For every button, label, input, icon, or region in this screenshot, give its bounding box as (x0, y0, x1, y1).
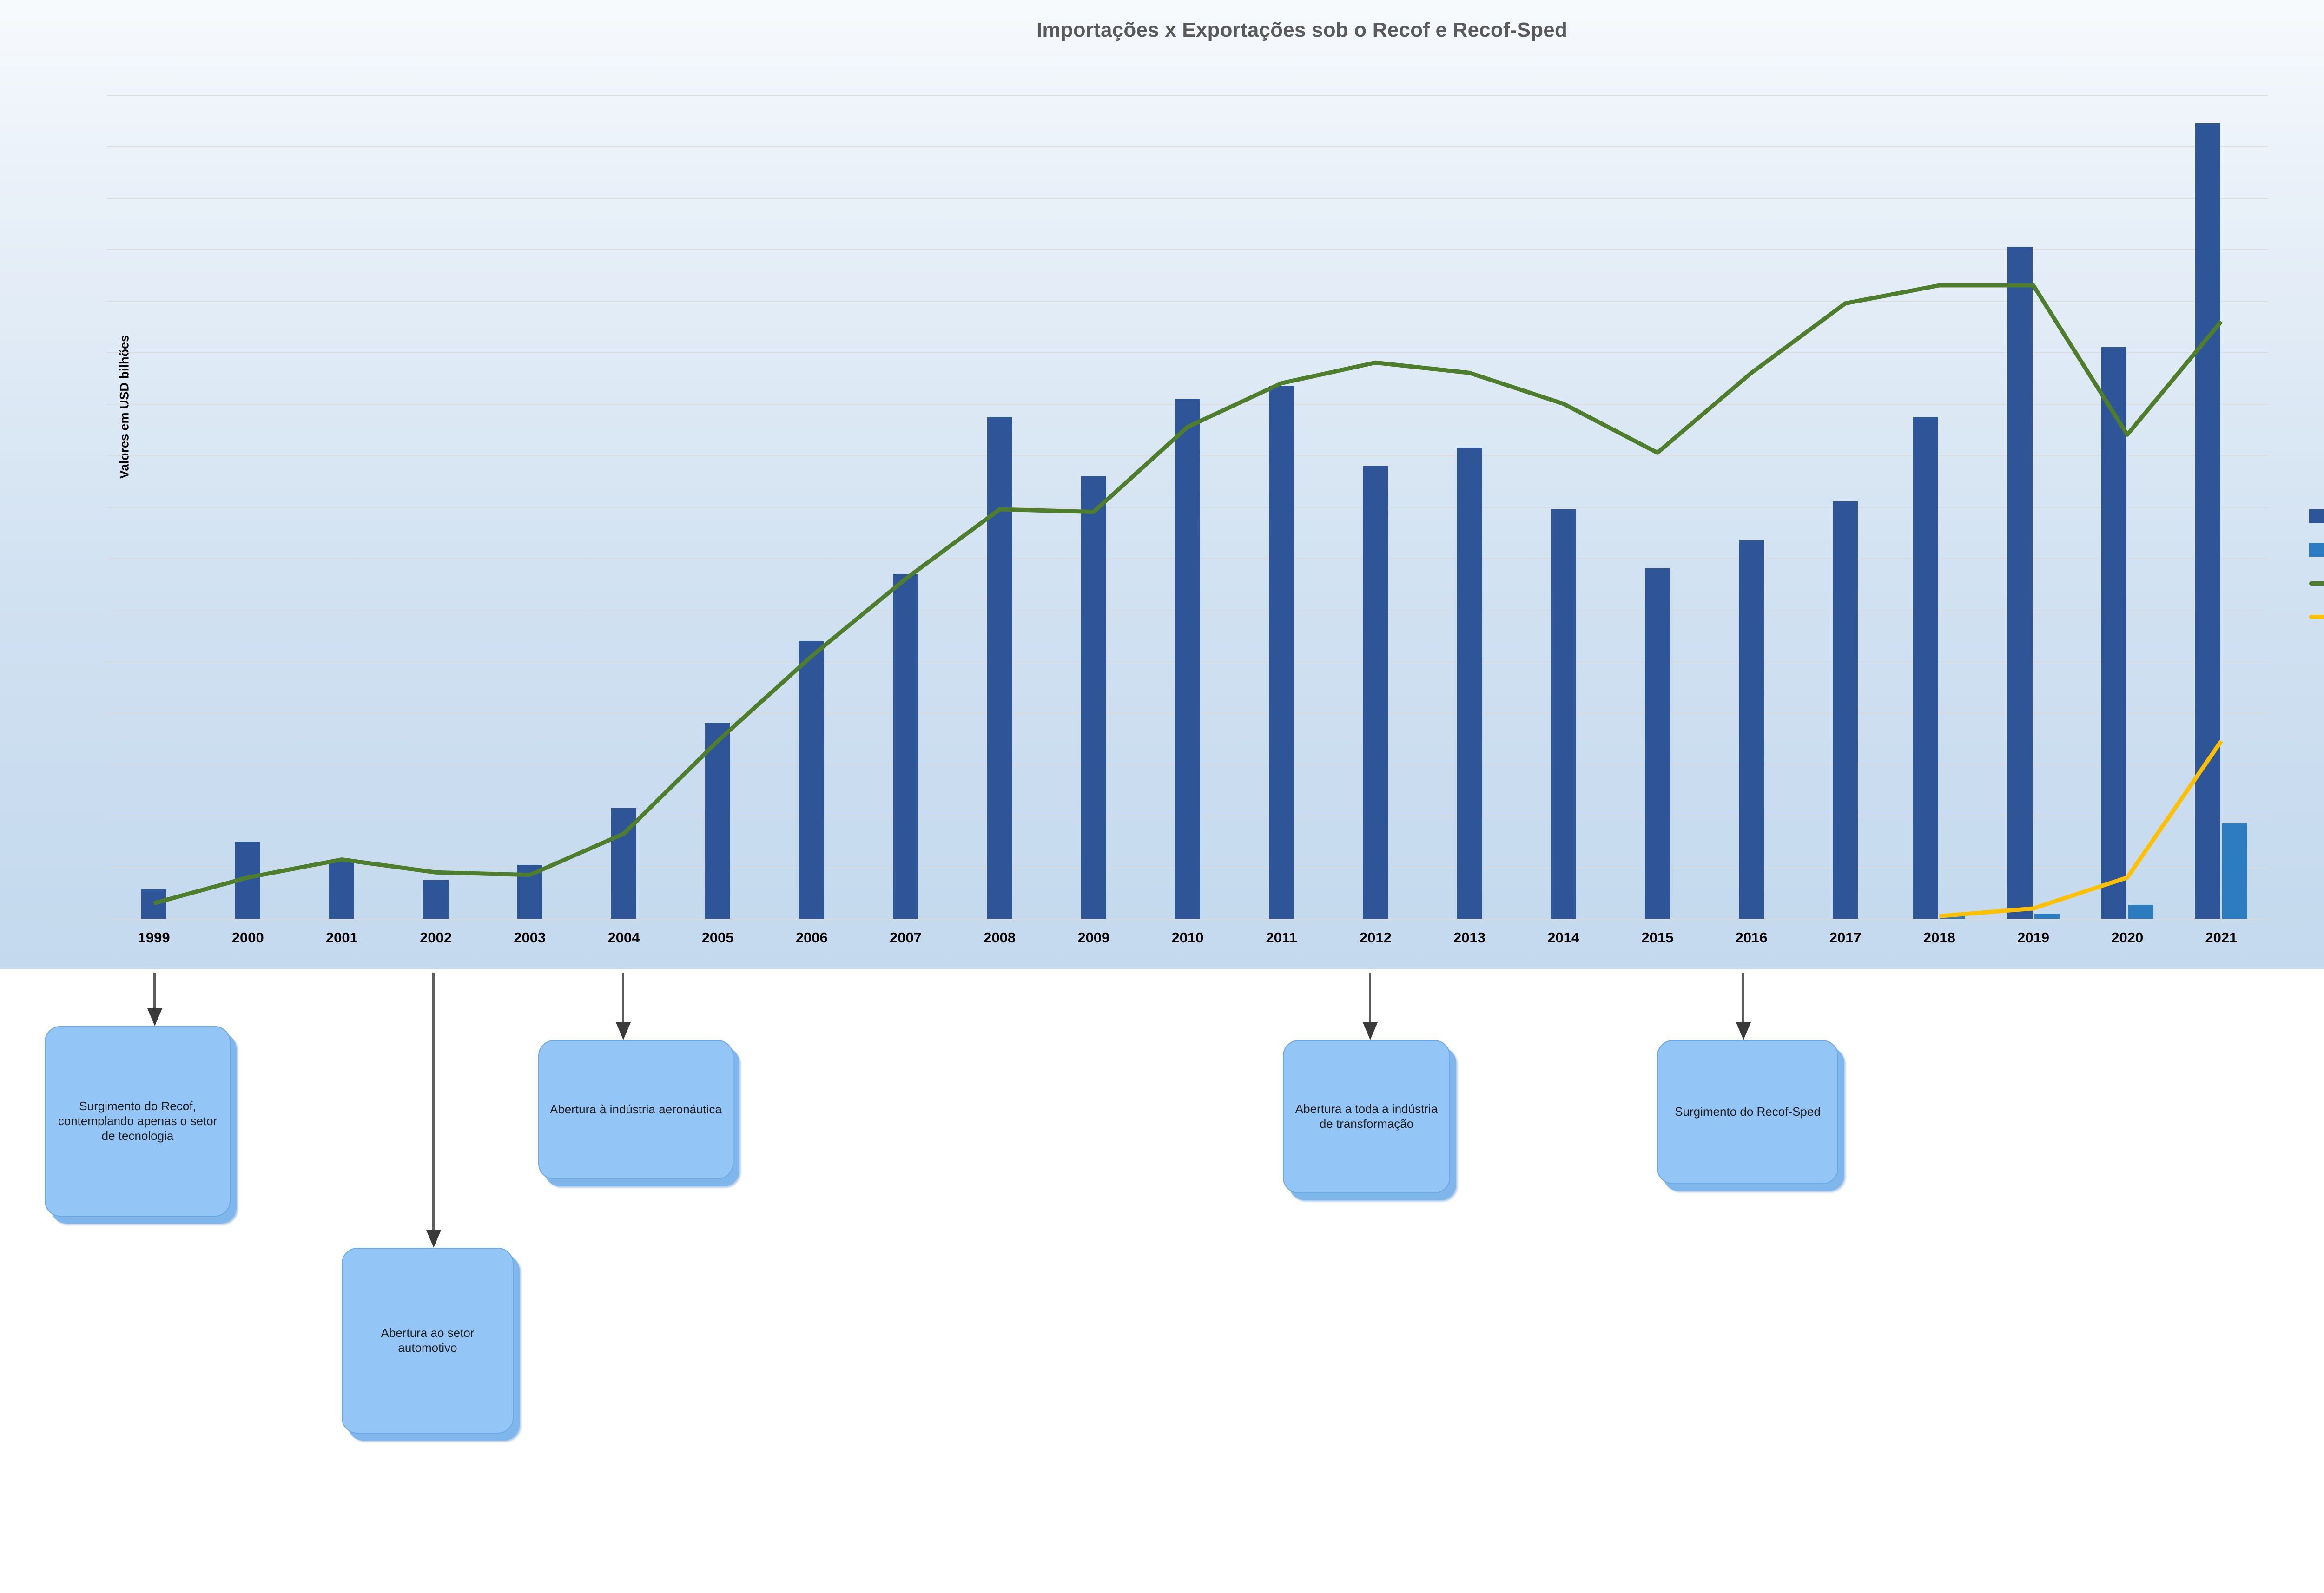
callout-2012[interactable]: Abertura a toda a indústria de transform… (1283, 1040, 1450, 1193)
bar-importacoes-recof[interactable] (1551, 509, 1576, 919)
x-axis-tick-label: 2003 (514, 929, 546, 946)
bar-importacoes-recof[interactable] (2195, 123, 2220, 919)
x-axis-tick-label: 2007 (889, 929, 922, 946)
line-series (153, 283, 2223, 918)
arrow-head (147, 1008, 162, 1026)
bar-importacoes-recof[interactable] (705, 723, 731, 919)
x-axis-tick-label: 2017 (1829, 929, 1862, 946)
bar-importacoes-recof[interactable] (1081, 476, 1106, 919)
x-axis-tick-label: 2018 (1923, 929, 1955, 946)
x-axis-tick-label: 2005 (701, 929, 734, 946)
x-axis-tick-label: 2006 (795, 929, 828, 946)
bar-importacoes-recof[interactable] (2007, 246, 2033, 919)
x-axis-tick-label: 2021 (2205, 929, 2238, 946)
bar-importacoes-recof[interactable] (2101, 347, 2126, 919)
bar-importacoes-recof[interactable] (1457, 448, 1482, 919)
bar-importacoes-recof[interactable] (1913, 416, 1939, 919)
arrow-head (1363, 1022, 1378, 1040)
arrow-head (426, 1230, 441, 1248)
x-axis-tick-label: 2014 (1547, 929, 1580, 946)
x-axis-tick-label: 2001 (325, 929, 358, 946)
bar-importacoes-recof-sped[interactable] (1940, 916, 1966, 919)
legend-item[interactable]: Exportações Recof (2309, 566, 2324, 600)
chart-title: Importações x Exportações sob o Recof e … (1036, 19, 1568, 41)
x-axis-tick-label: 2013 (1453, 929, 1486, 946)
x-axis-tick-label: 2009 (1077, 929, 1110, 946)
bar-importacoes-recof-sped[interactable] (2128, 905, 2153, 919)
line-exportacoes-recof-sped (1939, 740, 2223, 918)
arrow-stem (153, 973, 156, 1010)
line-exportacoes-recof (153, 283, 2223, 906)
legend-line-icon (2309, 581, 2324, 586)
gridline (107, 352, 2268, 354)
x-axis-tick-label: 2019 (2017, 929, 2050, 946)
x-axis-tick-label: 2015 (1641, 929, 1674, 946)
callout-2004[interactable]: Abertura à indústria aeronáutica (538, 1040, 733, 1179)
x-axis-tick-label: 2002 (420, 929, 452, 946)
arrow-head (1736, 1022, 1751, 1040)
chart-panel: Importações x Exportações sob o Recof e … (0, 0, 2324, 972)
callout-2016[interactable]: Surgimento do Recof-Sped (1657, 1040, 1838, 1184)
bar-importacoes-recof-sped[interactable] (2222, 823, 2247, 919)
chart-legend: Importações RecofImportações Recof-SpedE… (2309, 500, 2324, 633)
gridline (107, 146, 2268, 147)
gridline (107, 249, 2268, 250)
bar-importacoes-recof[interactable] (1269, 386, 1294, 919)
x-axis-tick-label: 2016 (1735, 929, 1768, 946)
x-axis-tick-label: 2012 (1359, 929, 1392, 946)
bar-importacoes-recof[interactable] (1363, 465, 1388, 919)
callout-2002[interactable]: Abertura ao setor automotivo (342, 1248, 514, 1434)
bar-importacoes-recof[interactable] (141, 889, 167, 919)
x-axis-tick-label: 1999 (138, 929, 170, 946)
bar-importacoes-recof[interactable] (893, 573, 918, 919)
arrow-stem (432, 973, 435, 1232)
arrow-stem (1369, 973, 1371, 1024)
gridline (107, 301, 2268, 302)
legend-item[interactable]: Importações Recof-Sped (2309, 533, 2324, 566)
arrow-stem (1742, 973, 1744, 1024)
bar-importacoes-recof[interactable] (1833, 501, 1858, 919)
callout-1999[interactable]: Surgimento do Recof, contemplando apenas… (45, 1026, 231, 1217)
x-axis-tick-label: 2020 (2111, 929, 2144, 946)
bar-importacoes-recof[interactable] (987, 416, 1012, 919)
bar-importacoes-recof[interactable] (1175, 398, 1200, 919)
arrow-stem (622, 973, 624, 1024)
gridline (107, 95, 2268, 96)
bar-importacoes-recof[interactable] (799, 640, 825, 919)
gridline (107, 919, 2268, 920)
x-axis-tick-label: 2008 (984, 929, 1016, 946)
x-axis-tick-label: 2000 (231, 929, 264, 946)
plot-area: Valores em USD bilhões 01234567891011121… (107, 74, 2268, 946)
legend-square-icon (2309, 543, 2324, 557)
bar-importacoes-recof[interactable] (329, 862, 355, 919)
legend-item[interactable]: Exportações Recof-Sped (2309, 600, 2324, 633)
x-axis-tick-label: 2010 (1171, 929, 1204, 946)
bar-importacoes-recof-sped[interactable] (2034, 913, 2060, 919)
bar-importacoes-recof[interactable] (423, 880, 449, 919)
legend-item[interactable]: Importações Recof (2309, 500, 2324, 533)
x-axis-tick-label: 2004 (607, 929, 640, 946)
legend-square-icon (2309, 509, 2324, 523)
legend-line-icon (2309, 614, 2324, 619)
bar-importacoes-recof[interactable] (1739, 540, 1764, 919)
arrow-head (616, 1022, 631, 1040)
gridline (107, 197, 2268, 199)
x-axis-tick-label: 2011 (1266, 929, 1297, 946)
bar-importacoes-recof[interactable] (1644, 568, 1670, 919)
